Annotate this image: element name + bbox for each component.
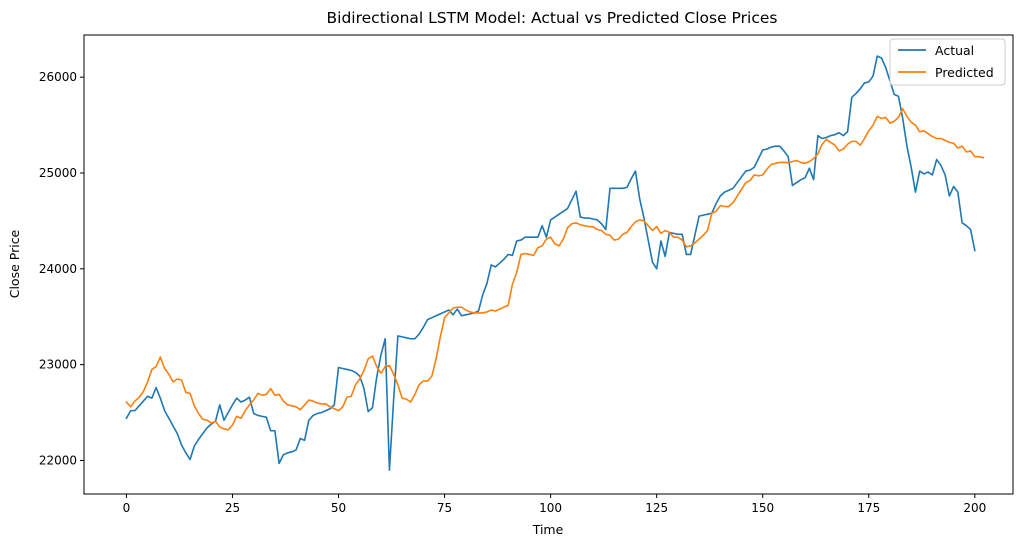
plot-area [125, 55, 985, 471]
series-line-actual [125, 55, 976, 471]
y-tick-label: 23000 [39, 358, 77, 372]
x-tick-label: 0 [123, 501, 131, 515]
chart-title: Bidirectional LSTM Model: Actual vs Pred… [327, 9, 778, 27]
x-tick-label: 125 [645, 501, 668, 515]
x-tick-label: 150 [751, 501, 774, 515]
x-tick-label: 25 [225, 501, 240, 515]
x-tick-label: 75 [437, 501, 452, 515]
legend: Actual Predicted [889, 38, 1006, 86]
y-axis-label: Close Price [7, 229, 22, 298]
series-line-predicted [125, 107, 985, 431]
x-tick-label: 200 [963, 501, 986, 515]
plot-frame [83, 34, 1014, 495]
legend-label-actual: Actual [935, 43, 974, 58]
y-tick-label: 22000 [39, 453, 77, 467]
y-tick-label: 24000 [39, 262, 77, 276]
y-axis: 22000 23000 24000 25000 26000 [39, 70, 84, 467]
x-tick-label: 100 [539, 501, 562, 515]
y-tick-label: 26000 [39, 70, 77, 84]
x-tick-label: 50 [331, 501, 346, 515]
x-tick-label: 175 [857, 501, 880, 515]
y-tick-label: 25000 [39, 166, 77, 180]
legend-label-predicted: Predicted [935, 65, 994, 80]
x-axis: 0 25 50 75 100 125 150 175 200 [123, 494, 986, 515]
x-axis-label: Time [532, 522, 564, 537]
